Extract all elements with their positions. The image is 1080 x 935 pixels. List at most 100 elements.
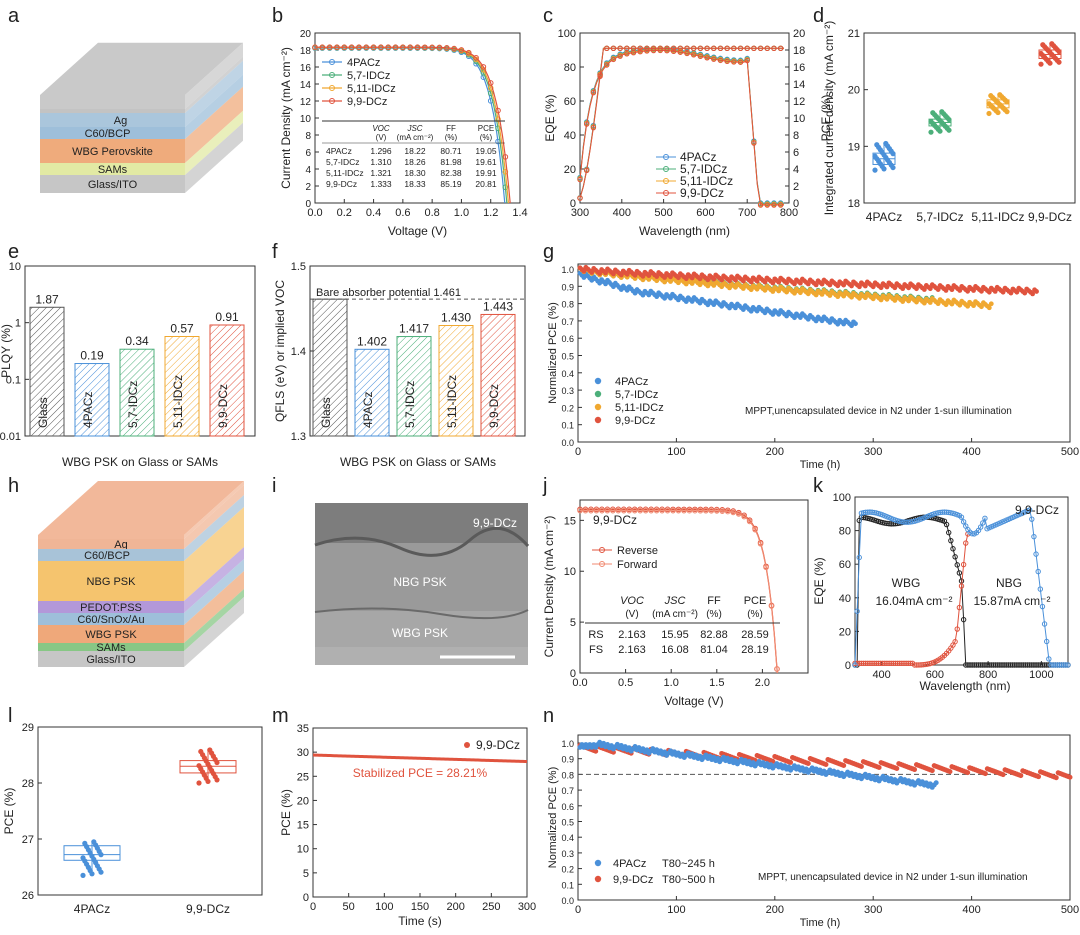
layer-front [40,113,185,127]
table-header: JSC [406,124,422,133]
data-point [370,44,377,50]
stability-point [689,299,695,304]
data-point [1037,586,1044,592]
stability-point [711,283,717,288]
data-point [980,520,986,526]
x-tick-label: 1.5 [709,677,724,689]
layer-label: Ag [114,539,127,551]
data-point [856,554,862,561]
stability-point [646,292,652,298]
y-tick-label: 21 [848,28,860,40]
x-tick-label: 800 [979,669,997,681]
y-axis-label: QFLS (eV) or implied VOC [273,280,287,422]
tandem-jv-line [580,510,778,674]
legend-marker [663,178,669,184]
data-point [704,45,710,51]
data-point [312,44,318,50]
tandem-eqe-frame [854,496,1069,666]
table-cell: FS [589,644,603,656]
x-tick-label: 0 [575,904,581,916]
stability-point [754,278,760,284]
x-tick-label: 400 [962,446,980,458]
y-axis-label: PCE (%) [819,95,833,142]
stability-point [797,280,803,286]
table-cell: 18.30 [404,168,426,178]
stability-point [689,275,695,281]
bar-value-label: 1.443 [483,299,513,313]
y2-tick-label: 2 [793,181,799,193]
stability-point [884,296,890,302]
stability-point [813,292,819,298]
box-point [930,120,936,127]
data-point [648,507,654,514]
stability-point [1053,775,1059,781]
layer-front [38,561,184,601]
table-cell: 18.26 [404,157,426,167]
stability-point [858,763,864,769]
data-point [948,537,954,544]
data-point [752,526,758,533]
category-label: 5,7-IDCz [916,210,963,224]
panel-label-l: l [8,705,12,727]
box-point [1051,53,1057,59]
y-tick-label: 0.01 [0,431,21,443]
y-tick-label: 14 [300,80,312,91]
annotation: 15.87mA cm⁻² [973,594,1050,608]
data-point [958,514,965,520]
data-point [657,45,663,51]
stability-point [933,780,939,786]
y-tick-label: 20 [564,164,576,176]
data-point [697,507,704,514]
stability-point [654,278,660,284]
data-point [1033,551,1039,557]
x-tick-label: 0 [310,901,316,913]
table-cell: 9,9-DCz [326,179,357,189]
x-tick-label: 500 [654,207,672,219]
eqe-line-3 [579,49,784,206]
table-cell: 85.19 [440,179,462,189]
stability-point [819,281,825,287]
y-tick-label: 10 [9,261,21,273]
legend-label: 4PACz [613,858,646,870]
stability-point [819,318,825,324]
box-point [986,110,992,117]
y-axis-label: Current Density (mA cm⁻²) [542,516,556,658]
layer-side [185,74,243,139]
stability-g-frame [577,263,1071,443]
data-point [960,561,967,568]
legend-label: 9,9-DCz [347,96,387,108]
data-point [624,51,630,57]
table-cell: 19.91 [475,168,497,178]
data-point [670,48,677,55]
y-tick-label: 0.6 [561,802,574,812]
y-axis-label: Normalized PCE (%) [547,302,559,403]
data-point [583,167,590,174]
stability-point [618,287,624,292]
stability-point [853,321,858,327]
data-point [956,570,963,576]
panel-label-k: k [813,475,824,497]
y-tick-label: 0.5 [561,818,574,828]
panel-label-c: c [543,5,553,27]
data-point [577,195,583,201]
mpp-frame [312,727,528,898]
stability-point [849,323,854,329]
y-tick-label: 0.9 [561,755,574,765]
y-tick-label: 0.1 [561,880,574,890]
bar-category-label: 4PACz [81,392,95,428]
bar [209,324,245,437]
y-tick-label: 1 [15,318,21,330]
y2-tick-label: 12 [793,96,805,108]
table-header: PCE [478,124,494,133]
box-point [944,114,950,121]
layer-label: PEDOT:PSS [80,602,142,614]
x-tick-label: 0 [575,446,581,458]
box-point [89,871,95,877]
x-tick-label: 400 [613,207,631,219]
layer-side [184,597,244,667]
stability-point [668,279,673,284]
table-cell: 28.59 [741,629,769,641]
stability-point [929,768,935,774]
stability-point [1014,289,1020,295]
stability-point [589,270,595,275]
